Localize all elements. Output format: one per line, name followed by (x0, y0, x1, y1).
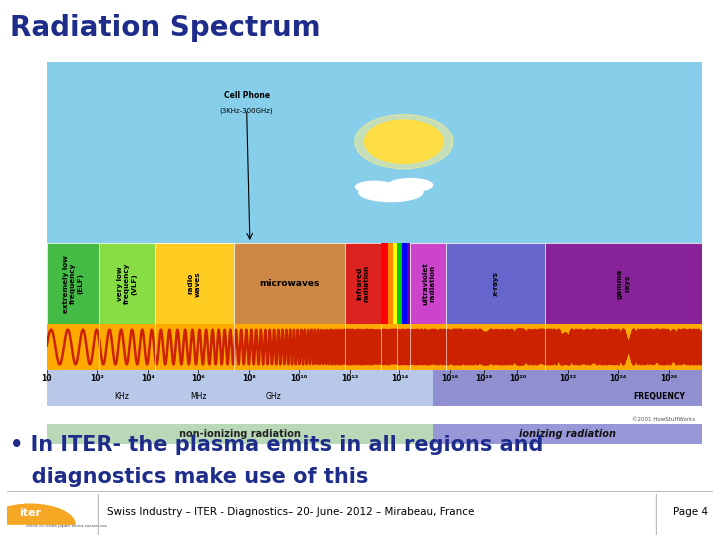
Text: microwaves: microwaves (259, 279, 320, 288)
Text: ultraviolet
radiation: ultraviolet radiation (422, 262, 435, 305)
Bar (545, 243, 702, 325)
Text: (3KHz-300GHz): (3KHz-300GHz) (220, 107, 274, 114)
Bar (407, 243, 410, 325)
Text: Cell Phone: Cell Phone (224, 91, 270, 100)
Bar (433, 369, 702, 406)
Bar (387, 243, 392, 325)
Text: Radiation Spectrum: Radiation Spectrum (10, 14, 320, 42)
Text: iter: iter (19, 508, 41, 518)
Text: FREQUENCY: FREQUENCY (634, 392, 685, 401)
Bar (47, 424, 433, 444)
Bar (47, 369, 702, 406)
Text: 10²⁰: 10²⁰ (508, 374, 526, 383)
Text: KHz: KHz (114, 392, 130, 401)
Text: 10⁴: 10⁴ (141, 374, 155, 383)
Text: extremely low
frequency
(ELF): extremely low frequency (ELF) (63, 255, 83, 313)
Text: Page 4: Page 4 (673, 507, 708, 517)
Text: GHz: GHz (266, 392, 282, 401)
Text: 10¹⁰: 10¹⁰ (290, 374, 307, 383)
Text: radio
waves: radio waves (188, 271, 201, 296)
Text: 10¹²: 10¹² (341, 374, 358, 383)
Circle shape (364, 120, 444, 164)
Bar (402, 243, 407, 325)
Text: • In ITER- the plasma emits in all regions and: • In ITER- the plasma emits in all regio… (10, 435, 544, 455)
Text: china eu india japan korea russia usa: china eu india japan korea russia usa (27, 524, 107, 528)
Bar (47, 325, 702, 370)
Bar (446, 243, 545, 325)
Text: 10⁸: 10⁸ (242, 374, 256, 383)
Text: 10⁶: 10⁶ (192, 374, 205, 383)
Text: 10¹⁴: 10¹⁴ (391, 374, 408, 383)
Text: 10: 10 (42, 374, 52, 383)
Bar (392, 243, 397, 325)
Text: ionizing radiation: ionizing radiation (519, 429, 616, 439)
Text: Swiss Industry – ITER - Diagnostics– 20- June- 2012 – Mirabeau, France: Swiss Industry – ITER - Diagnostics– 20-… (107, 507, 474, 517)
Circle shape (355, 114, 453, 169)
Bar (47, 243, 99, 325)
Text: 10²⁶: 10²⁶ (660, 374, 677, 383)
Text: 10¹⁶: 10¹⁶ (441, 374, 459, 383)
Bar (381, 243, 397, 325)
Text: non-ionizing radiation: non-ionizing radiation (179, 429, 301, 439)
Text: 10²⁴: 10²⁴ (610, 374, 626, 383)
Ellipse shape (355, 180, 394, 193)
Bar (410, 243, 446, 325)
Bar (99, 243, 155, 325)
Text: visible
light: visible light (397, 271, 410, 297)
Text: x-rays: x-rays (492, 271, 499, 296)
Text: very low
frequency
(VLF): very low frequency (VLF) (117, 263, 137, 305)
Wedge shape (0, 503, 76, 525)
Bar (345, 243, 381, 325)
Text: infrared
radiation: infrared radiation (356, 265, 369, 302)
Text: gamma
rays: gamma rays (617, 268, 630, 299)
Ellipse shape (358, 183, 423, 202)
Bar (233, 243, 345, 325)
Text: diagnostics make use of this: diagnostics make use of this (10, 467, 369, 487)
Bar (381, 243, 387, 325)
Text: 10²²: 10²² (559, 374, 576, 383)
Bar (433, 424, 702, 444)
Bar (47, 62, 702, 243)
Text: 10¹⁸: 10¹⁸ (475, 374, 492, 383)
Text: MHz: MHz (190, 392, 207, 401)
Text: ©2001 HowStuffWorks: ©2001 HowStuffWorks (632, 417, 696, 422)
Bar (397, 243, 410, 325)
Bar (155, 243, 233, 325)
Ellipse shape (387, 178, 433, 192)
Text: 10²: 10² (90, 374, 104, 383)
Bar (397, 243, 402, 325)
